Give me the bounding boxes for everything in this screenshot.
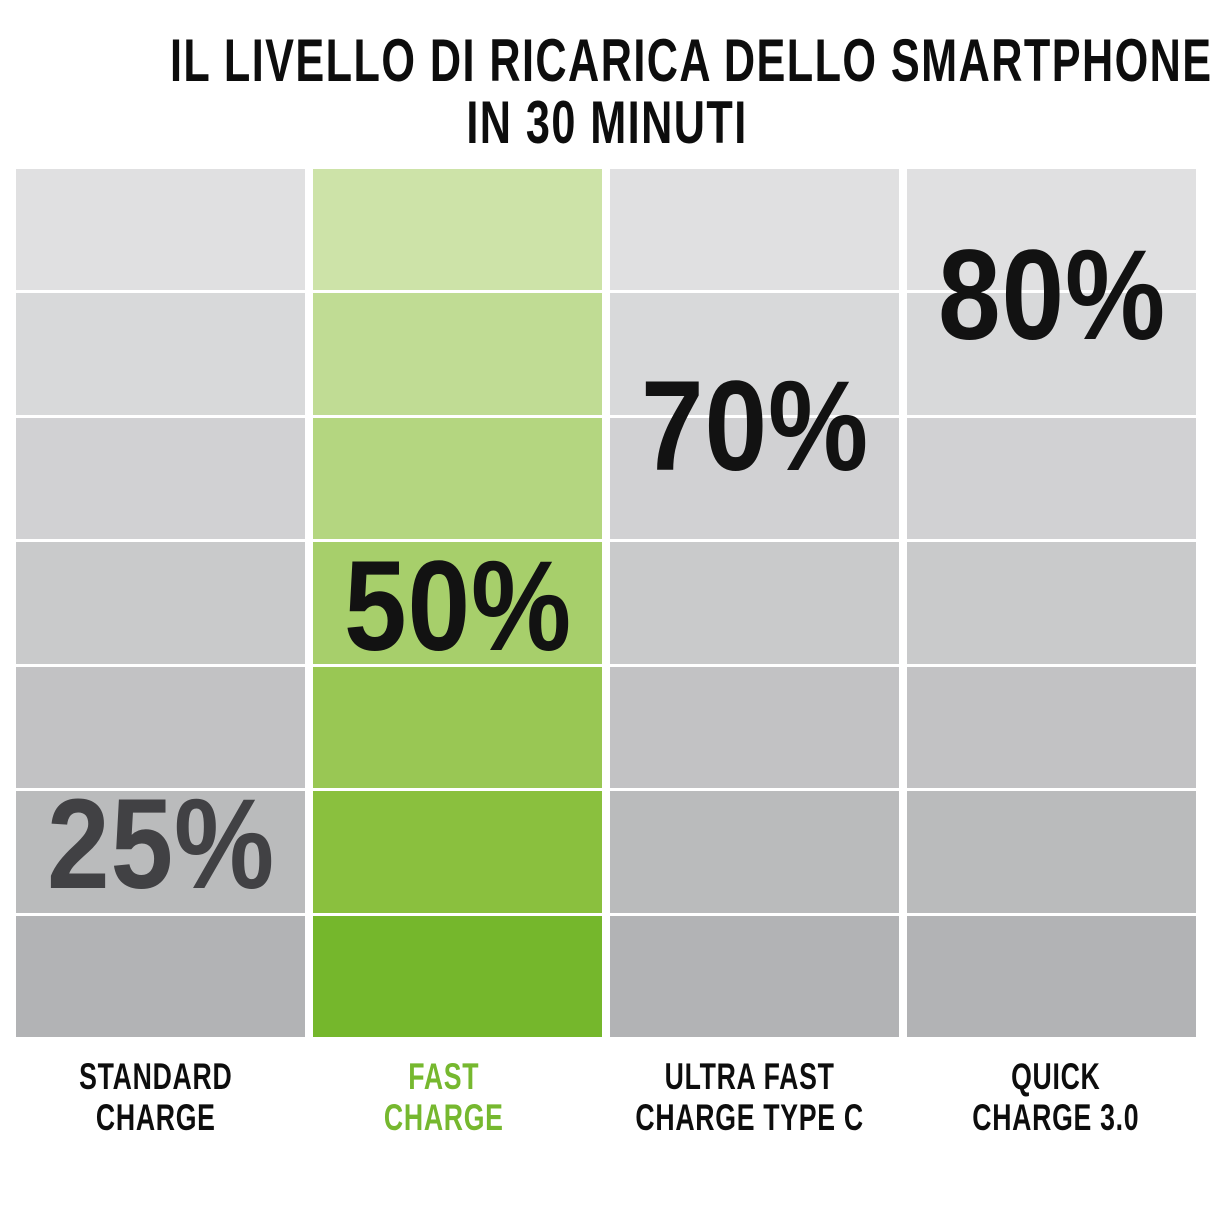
grid-cell: [610, 417, 899, 540]
grid-cell: [907, 666, 1196, 789]
category-label-line: ULTRA FAST: [664, 1056, 835, 1097]
grid-cell: [16, 417, 305, 540]
grid-cell: [907, 293, 1196, 415]
column-standard-charge: 25%: [16, 169, 305, 1037]
value-label-standard-charge: 25%: [46, 773, 275, 917]
category-label-standard-charge: STANDARD CHARGE: [55, 1056, 256, 1138]
chart-title-line1: IL LIVELLO DI RICARICA DELLO SMARTPHONE: [169, 27, 1213, 94]
column-fast-charge: 50%: [313, 169, 602, 1037]
category-label-line: CHARGE 3.0: [972, 1097, 1140, 1138]
grid-cell: [907, 542, 1196, 664]
category-label-line: CHARGE: [383, 1097, 504, 1138]
grid-cell: [16, 791, 305, 913]
grid-cell: [907, 417, 1196, 540]
grid-cell: [313, 293, 602, 415]
grid-cell: [313, 417, 602, 540]
chart-grid: 25% 50% 70% 80%: [16, 169, 1196, 1037]
category-label-quick-charge-3-0: QUICK CHARGE 3.0: [956, 1056, 1157, 1138]
grid-cell: [313, 542, 602, 664]
category-label-fast-charge: FAST CHARGE: [343, 1056, 544, 1138]
column-ultra-fast-charge-type-c: 70%: [610, 169, 899, 1037]
grid-cell: [907, 791, 1196, 913]
grid-cell: [313, 915, 602, 1037]
grid-cell: [610, 915, 899, 1037]
grid-cell: [313, 791, 602, 913]
grid-cell: [610, 542, 899, 664]
category-label-line: CHARGE: [95, 1097, 216, 1138]
grid-cell: [16, 915, 305, 1037]
chart-title-line2: IN 30 MINUTI: [466, 89, 748, 156]
grid-cell: [16, 666, 305, 789]
grid-cell: [907, 915, 1196, 1037]
grid-cell: [16, 293, 305, 415]
grid-cell: [16, 542, 305, 664]
grid-cell: [907, 169, 1196, 291]
category-label-line: FAST: [407, 1056, 479, 1097]
category-label-line: CHARGE TYPE C: [635, 1097, 865, 1138]
category-labels-row: STANDARD CHARGE FAST CHARGE ULTRA FAST CHARGE…: [16, 1056, 1196, 1138]
grid-cell: [313, 666, 602, 789]
category-label-line: STANDARD: [79, 1056, 233, 1097]
value-label-fast-charge: 50%: [343, 535, 572, 679]
column-quick-charge-3-0: 80%: [907, 169, 1196, 1037]
grid-cell: [610, 666, 899, 789]
value-label-ultra-fast-charge-type-c: 70%: [640, 354, 869, 498]
grid-cell: [610, 169, 899, 291]
category-label-line: QUICK: [1011, 1056, 1101, 1097]
value-label-quick-charge-3-0: 80%: [937, 223, 1166, 367]
grid-cell: [16, 169, 305, 291]
category-label-ultra-fast-charge-type-c: ULTRA FAST CHARGE TYPE C: [636, 1056, 864, 1138]
grid-cell: [313, 169, 602, 291]
grid-cell: [610, 293, 899, 415]
grid-cell: [610, 791, 899, 913]
chart-title: IL LIVELLO DI RICARICA DELLO SMARTPHONE …: [169, 27, 1213, 156]
